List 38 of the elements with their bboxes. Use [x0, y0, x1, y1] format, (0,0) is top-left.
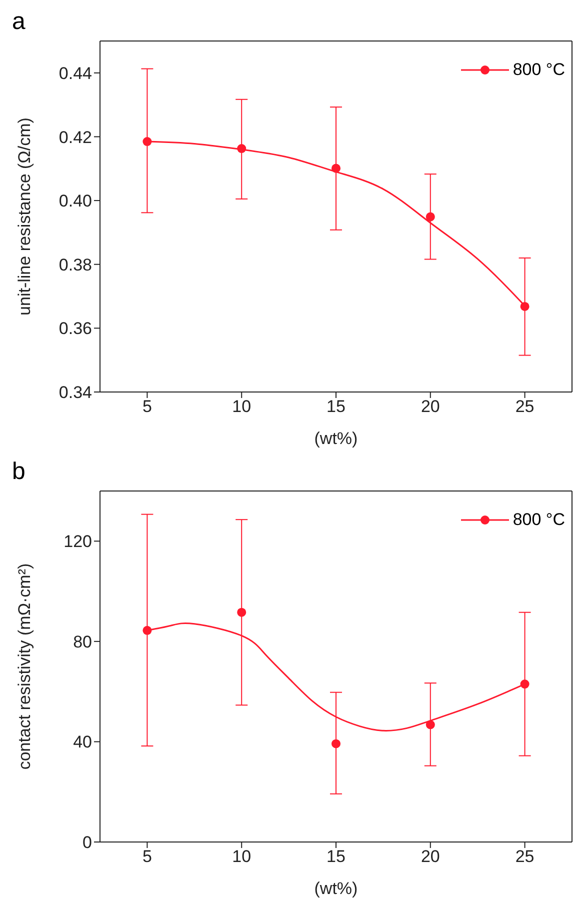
x-tick-label: 5	[142, 847, 152, 866]
x-tick-label: 5	[142, 397, 152, 416]
x-tick-label: 15	[326, 397, 346, 416]
y-tick-label: 0	[82, 833, 92, 852]
point	[142, 626, 152, 635]
x-axis-title: (wt%)	[314, 429, 358, 448]
chart-title: a	[12, 8, 26, 36]
x-tick-label: 20	[420, 847, 440, 866]
point	[237, 608, 246, 617]
x-tick-label: 10	[232, 847, 252, 866]
point	[331, 164, 341, 173]
y-tick-label: 0.44	[58, 64, 92, 83]
y-tick-label: 80	[73, 632, 92, 652]
y-tick-label: 120	[64, 532, 92, 552]
point	[331, 739, 341, 748]
y-tick-label: 0.42	[58, 128, 92, 147]
point	[142, 137, 152, 146]
legend-label: 800 °C	[512, 510, 565, 530]
x-axis-title: (wt%)	[314, 879, 358, 898]
point	[520, 302, 530, 311]
y-tick-label: 0.34	[58, 383, 92, 402]
x-tick-label: 10	[232, 397, 252, 416]
point	[426, 212, 435, 222]
y-tick-label: 0.40	[58, 192, 92, 211]
y-tick-label: 40	[73, 732, 92, 752]
point	[520, 680, 530, 689]
y-axis-title: unit-line resistance (Ω/cm)	[15, 118, 34, 316]
point	[426, 720, 435, 730]
x-tick-label: 15	[326, 847, 346, 866]
y-tick-label: 0.36	[58, 319, 92, 338]
legend-label: 800 °C	[512, 60, 565, 80]
x-tick-label: 25	[515, 397, 534, 416]
y-axis-title: contact resistivity (mΩ·cm²)	[15, 563, 34, 770]
point	[237, 144, 246, 154]
chart-title: b	[12, 458, 26, 486]
y-tick-label: 0.38	[58, 255, 92, 274]
x-tick-label: 20	[420, 397, 440, 416]
x-tick-label: 25	[515, 847, 534, 866]
